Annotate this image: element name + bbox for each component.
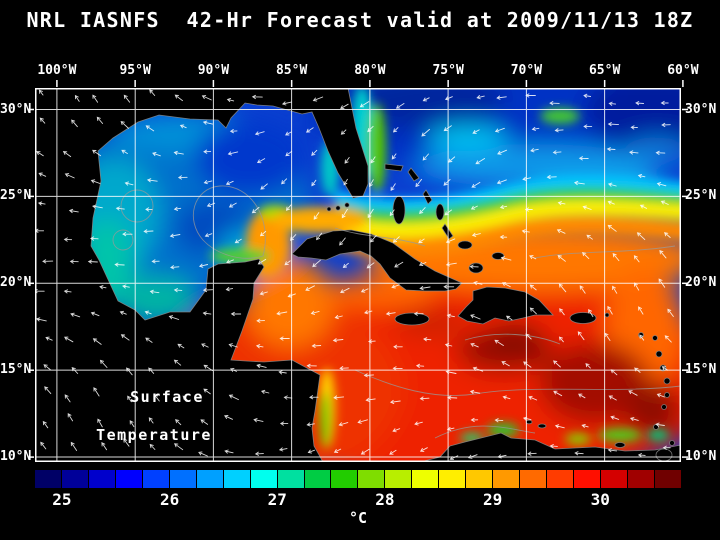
land-mask (35, 88, 681, 462)
lon-label-7: 65°W (588, 63, 621, 78)
colorbar-unit-label: °C (348, 509, 368, 527)
colorbar-tick-29: 29 (482, 490, 503, 509)
colorbar-cell-22 (627, 470, 655, 488)
colorbar-cell-2 (88, 470, 116, 488)
figure-title: NRL IASNFS 42-Hr Forecast valid at 2009/… (26, 8, 694, 32)
sst-map (35, 88, 681, 462)
colorbar (35, 470, 681, 488)
florida-keys (326, 206, 332, 212)
lat-label-right-4: 10°N (685, 449, 717, 465)
colorbar-cell-7 (223, 470, 251, 488)
caicos (491, 252, 505, 260)
virgin-islands (604, 312, 610, 318)
colorbar-cell-17 (493, 470, 521, 488)
colorbar-tick-26: 26 (159, 490, 180, 509)
andros (392, 195, 406, 225)
lat-label-left-0: 30°N (0, 101, 32, 117)
colorbar-cell-15 (439, 470, 467, 488)
colorbar-cell-1 (61, 470, 89, 488)
jamaica (394, 312, 430, 326)
lon-label-3: 85°W (275, 63, 308, 78)
colorbar-tick-27: 27 (267, 490, 287, 509)
tobago (669, 440, 675, 446)
colorbar-cell-8 (250, 470, 278, 488)
contour-lines (112, 185, 681, 439)
colorbar-tick-30: 30 (590, 490, 610, 509)
lon-label-6: 70°W (510, 63, 543, 78)
antigua (652, 335, 658, 341)
florida-keys (335, 205, 341, 211)
cuba (291, 229, 463, 292)
st-vincent (661, 404, 667, 410)
lon-label-1: 95°W (119, 63, 151, 78)
acklins (457, 240, 473, 250)
colorbar-cell-0 (35, 470, 62, 488)
lon-label-2: 90°W (197, 63, 230, 78)
martinique (663, 377, 671, 385)
colorbar-cell-16 (466, 470, 494, 488)
south-america (419, 432, 681, 462)
annotation-temperature: Temperature (96, 426, 212, 444)
colorbar-tick-25: 25 (52, 490, 72, 509)
lat-label-right-1: 25°N (685, 188, 717, 204)
st-lucia (664, 392, 670, 398)
puerto-rico (569, 312, 597, 324)
colorbar-cell-3 (115, 470, 143, 488)
colorbar-cell-14 (412, 470, 440, 488)
colorbar-ticks: 25 26 27 28 29 30 (35, 490, 681, 509)
grid-lines (35, 88, 681, 462)
annotation-surface: Surface (130, 388, 204, 406)
colorbar-cell-4 (142, 470, 170, 488)
lon-label-0: 100°W (37, 63, 77, 78)
colorbar-cell-10 (304, 470, 332, 488)
lat-label-left-1: 25°N (0, 188, 32, 204)
guadeloupe (655, 350, 663, 358)
colorbar-cell-20 (574, 470, 602, 488)
florida-keys (344, 202, 350, 208)
lon-label-5: 75°W (432, 63, 464, 78)
colorbar-cell-21 (601, 470, 628, 488)
lat-label-right-0: 30°N (685, 101, 717, 117)
colorbar-cell-6 (196, 470, 224, 488)
north-central-america (35, 88, 369, 462)
lat-label-left-3: 15°N (0, 362, 32, 378)
colorbar-cell-12 (358, 470, 386, 488)
inagua (468, 262, 484, 274)
colorbar-cell-11 (331, 470, 359, 488)
grand-bahama (384, 163, 404, 172)
colorbar-tick-28: 28 (375, 490, 395, 509)
vector-arrows (35, 89, 674, 461)
colorbar-cell-19 (547, 470, 575, 488)
lat-label-right-2: 20°N (685, 275, 717, 291)
lon-label-4: 80°W (354, 63, 386, 78)
colorbar-cell-9 (277, 470, 305, 488)
aruba (525, 419, 533, 425)
trinidad (655, 448, 673, 462)
lon-label-8: 60°W (667, 63, 699, 78)
colorbar-cell-23 (654, 470, 681, 488)
lat-label-right-3: 15°N (685, 362, 717, 378)
colorbar-cell-18 (520, 470, 548, 488)
colorbar-cell-13 (385, 470, 413, 488)
cat-island (435, 203, 445, 221)
long-island (441, 223, 454, 240)
curacao (537, 423, 547, 429)
map-frame (35, 88, 681, 462)
colorbar-cell-5 (169, 470, 197, 488)
margarita (614, 442, 626, 448)
hispaniola (457, 286, 554, 325)
lat-label-left-4: 10°N (0, 449, 32, 465)
abaco (407, 167, 420, 182)
lat-label-left-2: 20°N (0, 275, 32, 291)
